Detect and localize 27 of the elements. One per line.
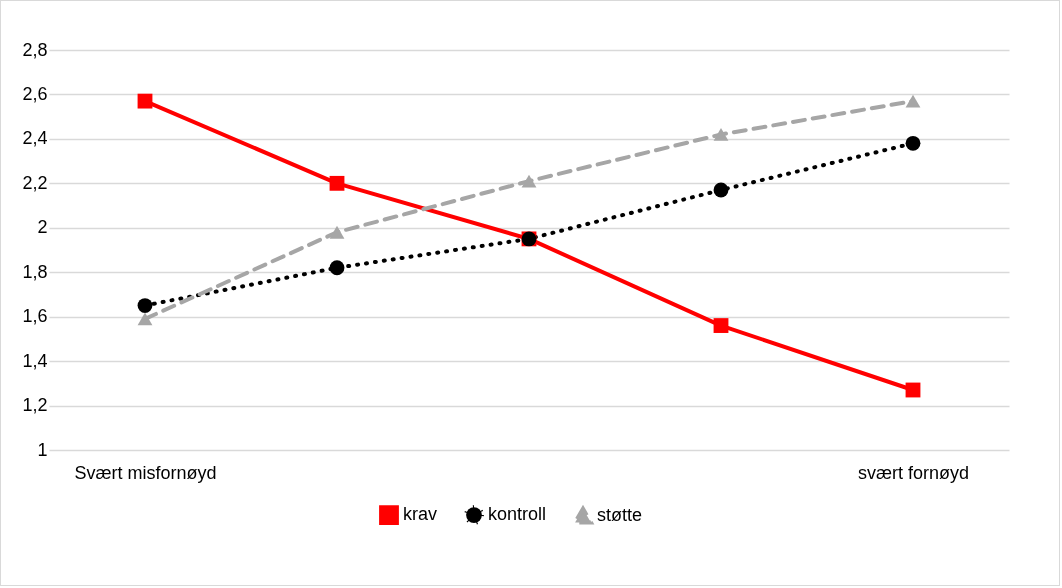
- y-tick-label: 2,4: [22, 128, 48, 149]
- point: [713, 128, 729, 141]
- point: [521, 174, 537, 188]
- point: [329, 225, 345, 239]
- point: [905, 135, 921, 151]
- point: [329, 175, 345, 191]
- point: [905, 94, 921, 108]
- point: [137, 93, 153, 109]
- y-tick-label: 2: [37, 217, 48, 238]
- point: [137, 312, 153, 326]
- y-tick-label: 1,4: [22, 350, 48, 371]
- y-tick-label: 1: [37, 439, 48, 460]
- x-tick-label: svært fornøyd: [857, 462, 970, 483]
- y-tick-label: 1,6: [22, 306, 48, 327]
- point: [713, 182, 729, 198]
- y-tick-label: 2,6: [22, 83, 48, 104]
- y-tick-label: 1,8: [22, 261, 48, 282]
- legend-label: støtte: [597, 504, 643, 525]
- y-tick-label: 2,2: [22, 172, 48, 193]
- point: [137, 298, 153, 313]
- point: [713, 318, 729, 333]
- x-tick-label: Svært misfornøyd: [74, 462, 217, 483]
- y-tick-label: 1,2: [22, 395, 48, 416]
- legend-label: kontroll: [488, 504, 547, 525]
- point: [329, 260, 345, 276]
- y-tick-label: 2,8: [22, 39, 48, 60]
- legend-label: krav: [403, 504, 438, 525]
